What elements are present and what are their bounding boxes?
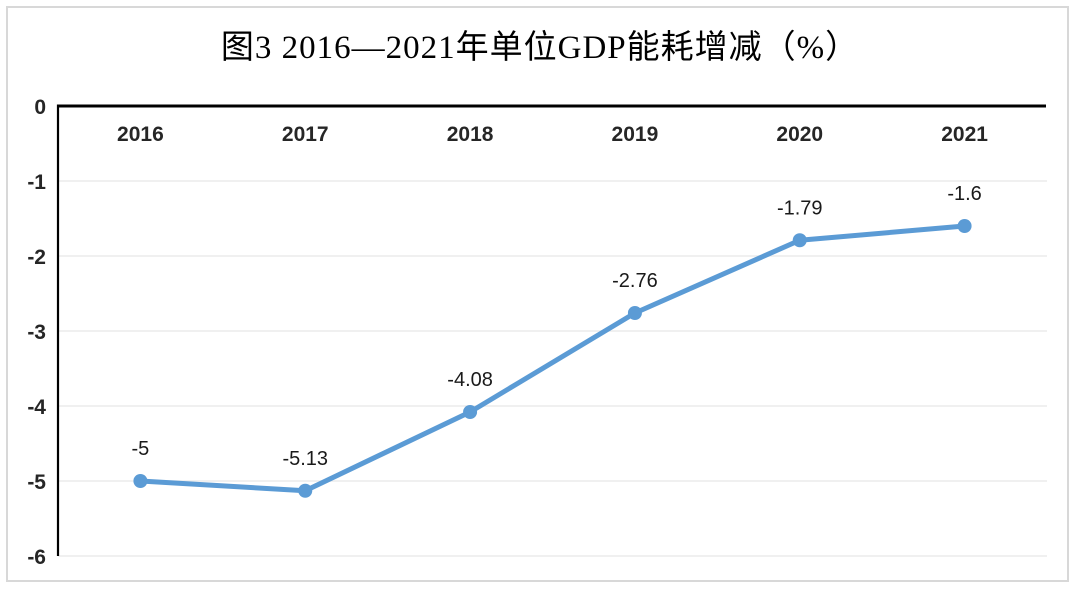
y-axis-tick-label: -5 <box>27 471 46 494</box>
data-point-marker <box>957 219 972 233</box>
x-axis-category-label: 2021 <box>941 123 988 146</box>
y-axis-tick-label: -1 <box>27 171 46 194</box>
y-axis-tick-label: -4 <box>27 396 46 419</box>
data-label: -1.79 <box>777 197 823 219</box>
x-axis-category-label: 2017 <box>282 123 329 146</box>
x-axis-category-label: 2020 <box>776 123 823 146</box>
data-label: -5.13 <box>282 448 328 470</box>
chart-title: 图3 2016—2021年单位GDP能耗增减（%） <box>220 30 860 66</box>
data-point-marker <box>627 306 642 320</box>
data-label: -4.08 <box>447 369 493 391</box>
x-axis-category-label: 2019 <box>612 123 659 146</box>
x-axis-category-label: 2018 <box>447 123 494 146</box>
x-axis-category-label: 2016 <box>117 123 164 146</box>
data-point-marker <box>298 483 313 498</box>
data-label: -5 <box>132 438 150 460</box>
figure-border <box>6 6 1069 582</box>
y-axis-tick-label: -2 <box>27 246 46 269</box>
series-line <box>137 223 968 494</box>
data-label: -1.6 <box>947 183 981 205</box>
y-axis-tick-label: 0 <box>34 96 46 119</box>
data-point-marker <box>792 233 807 248</box>
y-axis-tick-label: -3 <box>27 321 46 344</box>
y-axis-tick-label: -6 <box>27 546 46 569</box>
data-point-marker <box>133 474 148 488</box>
data-label: -2.76 <box>612 270 658 292</box>
data-point-marker <box>463 405 478 419</box>
